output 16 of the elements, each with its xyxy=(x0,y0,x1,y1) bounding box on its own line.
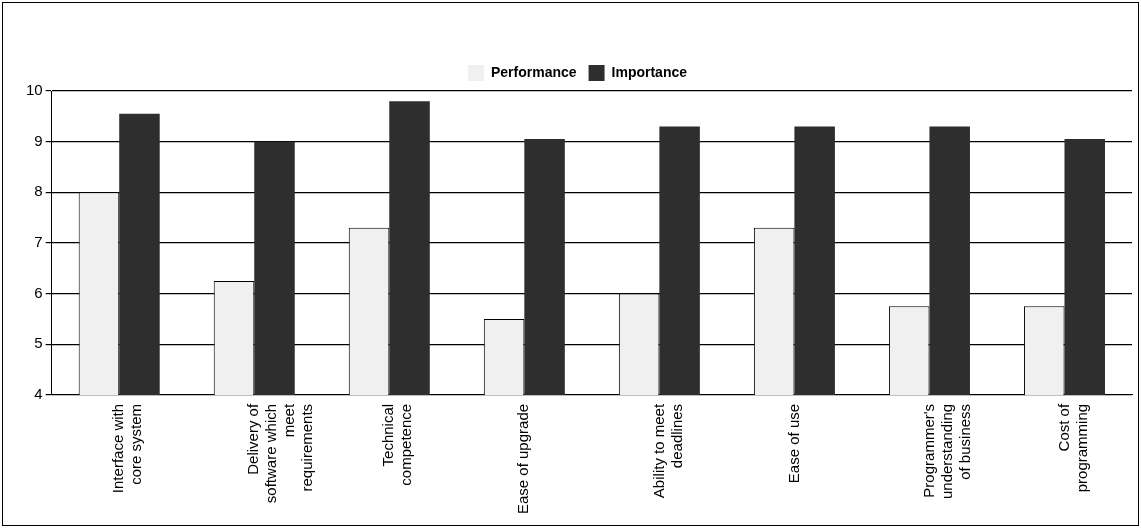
y-tick-label: 8 xyxy=(34,182,43,200)
x-tick-label: Programmer's understanding of business xyxy=(919,403,973,499)
x-tick-label: Cost of programming xyxy=(1054,403,1090,493)
legend-label: Performance xyxy=(490,63,577,80)
y-tick-label: 10 xyxy=(26,81,43,99)
x-tick-label: Ability to meet deadlines xyxy=(649,403,685,499)
y-tick-label: 9 xyxy=(34,131,43,149)
x-tick-label: Delivery of software which meet requirements xyxy=(244,403,316,504)
x-tick-label: Ease of upgrade xyxy=(514,403,532,515)
x-tick-label: Ease of use xyxy=(784,403,802,484)
legend-label: Importance xyxy=(611,63,688,80)
x-tick-label: Interface with core system xyxy=(109,403,145,494)
y-tick-label: 7 xyxy=(34,233,43,251)
y-tick-label: 4 xyxy=(34,385,43,403)
y-tick-label: 6 xyxy=(34,283,43,301)
y-tick-label: 5 xyxy=(34,334,43,352)
